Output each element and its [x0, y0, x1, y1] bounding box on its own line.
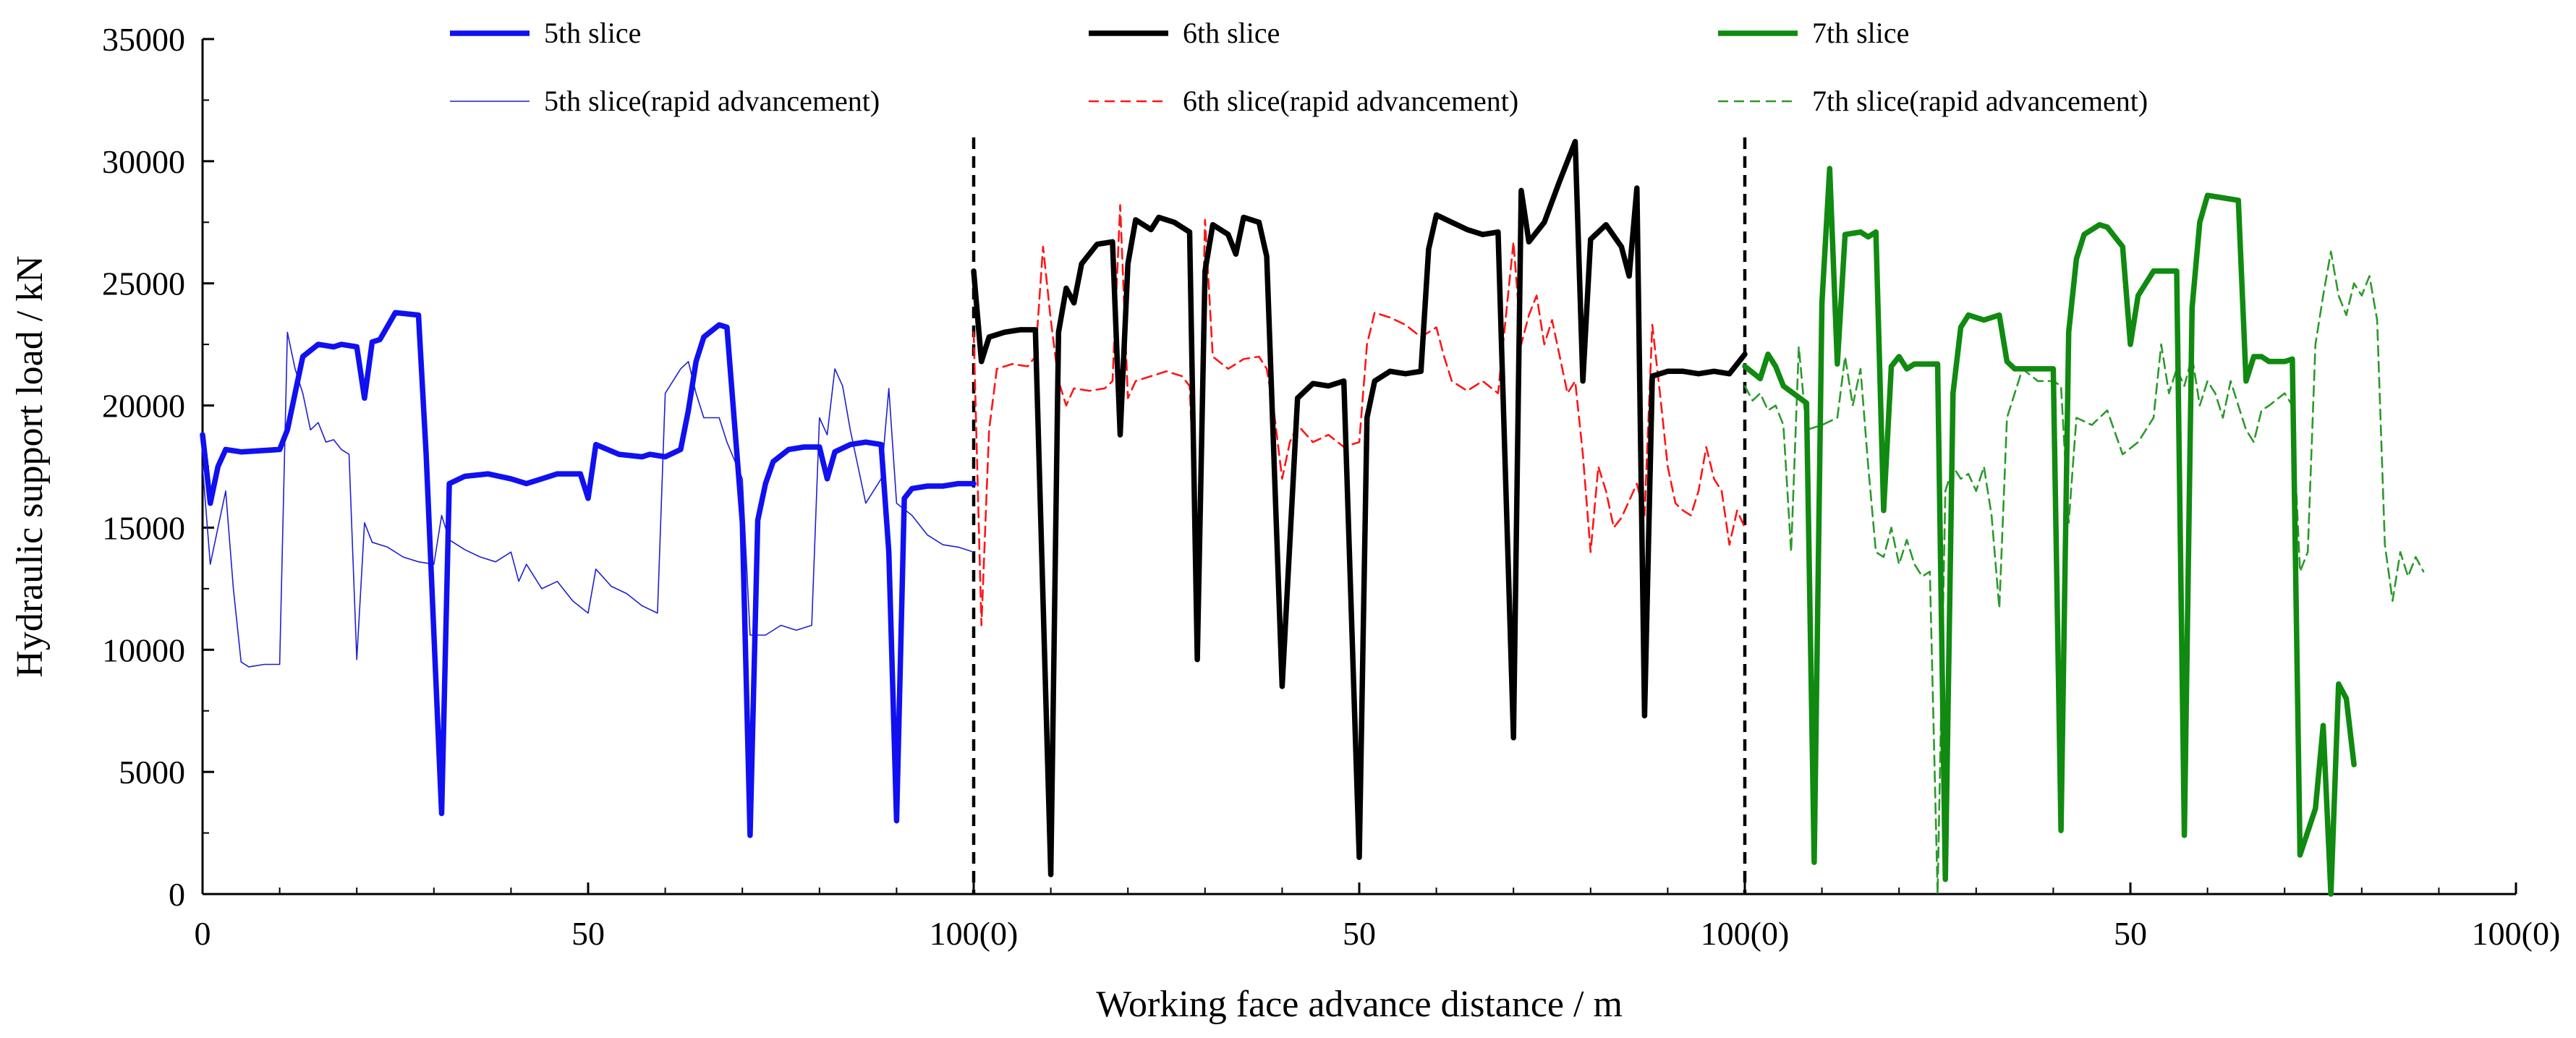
y-tick-label: 5000	[119, 754, 185, 791]
x-tick-label: 50	[1343, 915, 1376, 952]
series-line-6	[1743, 250, 2425, 896]
y-axis-title: Hydraulic support load / kN	[9, 255, 51, 677]
legend: 5th slice 5th slice(rapid advancement) 6th…	[450, 17, 2148, 117]
x-tick-label: 100(0)	[930, 915, 1019, 952]
x-tick-label: 50	[571, 915, 605, 952]
x-tick-label: 100(0)	[1701, 915, 1790, 952]
legend-label-2: 5th slice(rapid advancement)	[544, 85, 880, 117]
legend-label-4: 6th slice(rapid advancement)	[1183, 85, 1518, 117]
axes: 0 5000 10000 15000 20000 25000 30000 35000 0 50 10…	[102, 21, 2560, 952]
series-line-1	[200, 310, 977, 838]
y-tick-label: 10000	[102, 631, 185, 668]
series-layer	[200, 139, 2425, 897]
series-line-5	[1742, 166, 2357, 897]
y-tick-label: 15000	[102, 509, 185, 546]
legend-label-3: 6th slice	[1183, 17, 1280, 49]
y-tick-label: 30000	[102, 143, 185, 180]
series-line-2	[202, 331, 974, 668]
y-tick-label: 0	[169, 876, 185, 913]
series-line-3	[971, 139, 1748, 877]
series-line-4	[972, 204, 1746, 626]
legend-label-1: 5th slice	[544, 17, 641, 49]
y-tick-label: 20000	[102, 388, 185, 425]
x-tick-label: 100(0)	[2472, 915, 2561, 952]
x-tick-label: 50	[2114, 915, 2147, 952]
y-tick-label: 25000	[102, 265, 185, 302]
legend-label-6: 7th slice(rapid advancement)	[1812, 85, 2148, 117]
x-tick-label: 0	[195, 915, 211, 952]
x-axis-title: Working face advance distance / m	[1096, 984, 1623, 1025]
legend-label-5: 7th slice	[1812, 17, 1909, 49]
y-tick-label: 35000	[102, 21, 185, 58]
